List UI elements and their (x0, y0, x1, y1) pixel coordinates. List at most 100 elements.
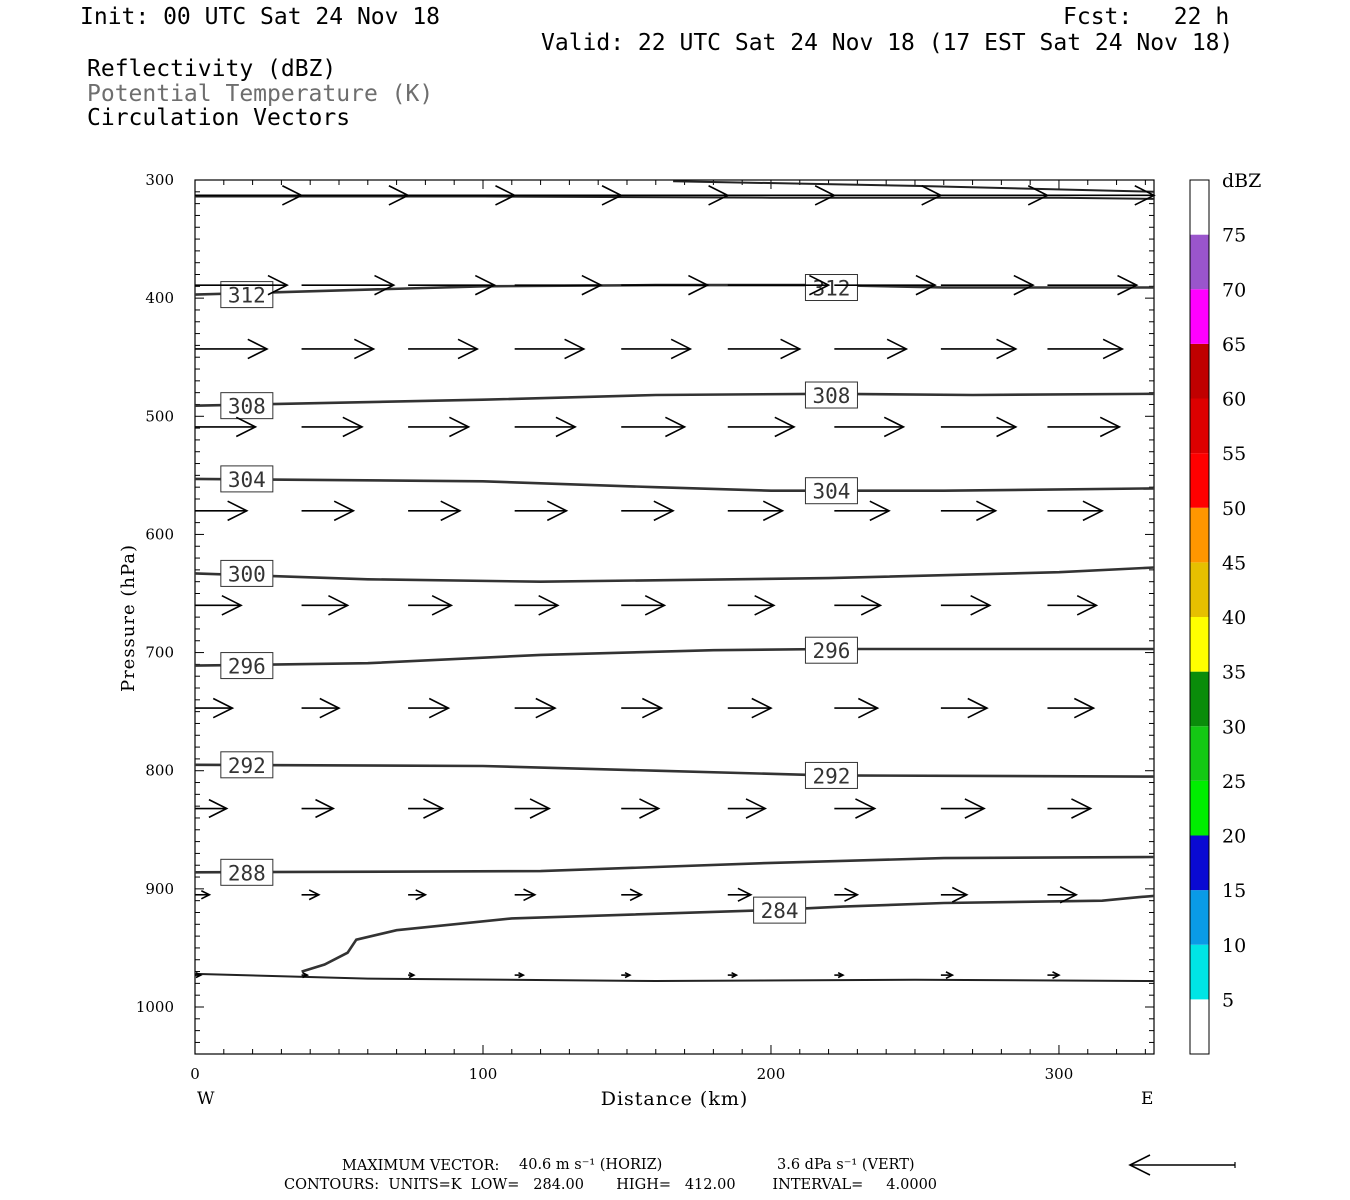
wind-vector-head (951, 886, 969, 903)
colorbar-swatch (1190, 617, 1209, 672)
x-end-label-east: E (1141, 1089, 1153, 1109)
wind-vector-head (1099, 416, 1122, 438)
wind-vector-head (423, 798, 445, 819)
wind-vector-head (751, 697, 773, 719)
contour-label-box (804, 274, 858, 302)
wind-vector-head (546, 500, 569, 522)
wind-vector-head (523, 888, 537, 902)
wind-vector-head (996, 338, 1018, 360)
colorbar-label: 45 (1222, 552, 1246, 574)
y-tick-label: 500 (145, 407, 174, 425)
wind-vector-head (428, 697, 451, 719)
contour-label-box (220, 652, 274, 680)
wind-vector-head (535, 697, 557, 719)
wind-vector-head (1071, 798, 1093, 819)
colorbar-label: 60 (1222, 389, 1246, 411)
colorbar-label: 65 (1222, 334, 1246, 356)
contour-label-box (220, 858, 274, 886)
wind-vector-head (1076, 594, 1099, 616)
wind-vector-head (1059, 885, 1079, 904)
wind-vector-head (844, 887, 860, 902)
plot-border (194, 179, 1155, 1055)
field-name-vectors: Circulation Vectors (87, 105, 351, 131)
wind-vector-head (302, 971, 310, 979)
contours-info: CONTOURS: UNITS=K LOW= 284.00 HIGH= 412.… (284, 1177, 938, 1193)
field-name-theta: Potential Temperature (K) (87, 81, 434, 107)
colorbar-swatch (1190, 671, 1209, 727)
wind-vector-head (431, 594, 454, 616)
colorbar-label: 40 (1222, 607, 1246, 629)
theta-contour-288 (194, 855, 1155, 874)
contour-label-box (220, 465, 274, 493)
wind-vector-head (857, 697, 880, 719)
circulation-vectors (195, 185, 1156, 980)
contour-label: 308 (228, 395, 266, 419)
wind-vector-head (1134, 185, 1156, 206)
wind-vector-head (915, 274, 937, 296)
wind-vector-head (670, 338, 693, 360)
wind-vector-head (774, 416, 796, 438)
colorbar-label: 10 (1222, 935, 1246, 957)
y-tick-label: 700 (145, 644, 174, 662)
forecast-hour: Fcst: 22 h (1063, 4, 1230, 30)
wind-vector-head (408, 971, 416, 979)
colorbar-swatch (1190, 507, 1209, 563)
colorbar-label: 35 (1222, 662, 1246, 684)
colorbar-swatch (1190, 780, 1209, 836)
contour-label: 296 (228, 655, 266, 679)
colorbar-label: 75 (1222, 225, 1246, 247)
wind-vector-head (342, 416, 364, 438)
colorbar-swatch (1190, 453, 1209, 508)
colorbar-label: 25 (1222, 771, 1246, 793)
colorbar-label: 30 (1222, 716, 1246, 738)
y-tick-label: 400 (145, 289, 174, 307)
wind-vector-head (328, 594, 350, 616)
wind-vector-head (653, 500, 675, 522)
wind-vector-head (1117, 274, 1139, 296)
wind-vector-head (964, 798, 986, 819)
max-vector-horiz: 40.6 m s⁻¹ (HORIZ) (519, 1157, 663, 1173)
wind-vector-head (247, 338, 269, 360)
x-tick-label: 300 (1045, 1065, 1074, 1083)
colorbar-label: 50 (1222, 498, 1246, 520)
colorbar-swatch (1190, 944, 1209, 1000)
x-tick-label: 0 (190, 1065, 200, 1083)
wind-vector-head (1102, 338, 1125, 360)
wind-vector-head (1073, 697, 1096, 719)
colorbar-label: 55 (1222, 443, 1246, 465)
colorbar-label: 70 (1222, 279, 1246, 301)
wind-vector-head (886, 338, 909, 360)
wind-vector-head (809, 274, 831, 296)
wind-vector-head (440, 500, 462, 522)
theta-contour-292 (194, 763, 1155, 778)
wind-vector-head (860, 594, 883, 616)
wind-vector-head (780, 338, 802, 360)
wind-vector-head (581, 274, 603, 296)
max-vector-arrow-icon (1128, 1154, 1236, 1176)
x-axis-title: Distance (km) (601, 1088, 749, 1110)
wind-vector-head (195, 971, 203, 979)
max-vector-vert: 3.6 dPa s⁻¹ (VERT) (777, 1157, 915, 1173)
wind-vector-head (970, 594, 992, 616)
wind-vector-head (555, 416, 577, 438)
contour-label-box (804, 381, 858, 409)
contour-label: 296 (812, 639, 850, 663)
wind-vector-head (208, 798, 229, 819)
x-end-label-west: W (197, 1089, 215, 1109)
wind-vector-head (762, 500, 785, 522)
colorbar-swatch (1190, 180, 1209, 235)
wind-vector-head (267, 274, 289, 296)
contour-label-box (220, 751, 274, 779)
contour-label-box (220, 559, 274, 587)
wind-vector-head (235, 416, 258, 438)
theta-contour-312 (194, 283, 1154, 296)
wind-vector-head (869, 500, 891, 522)
contour-label: 288 (228, 861, 266, 885)
axis-ticks (194, 179, 1154, 1054)
wind-vector-head (315, 798, 336, 819)
contour-label: 312 (228, 284, 266, 308)
axis-labels: 300 400 500 600 700 800 900 1000 0 100 200 300 W E Dis… (118, 171, 1153, 1110)
wind-vector-head (374, 274, 396, 296)
wind-vector-head (639, 798, 661, 819)
contour-label: 304 (228, 468, 266, 492)
